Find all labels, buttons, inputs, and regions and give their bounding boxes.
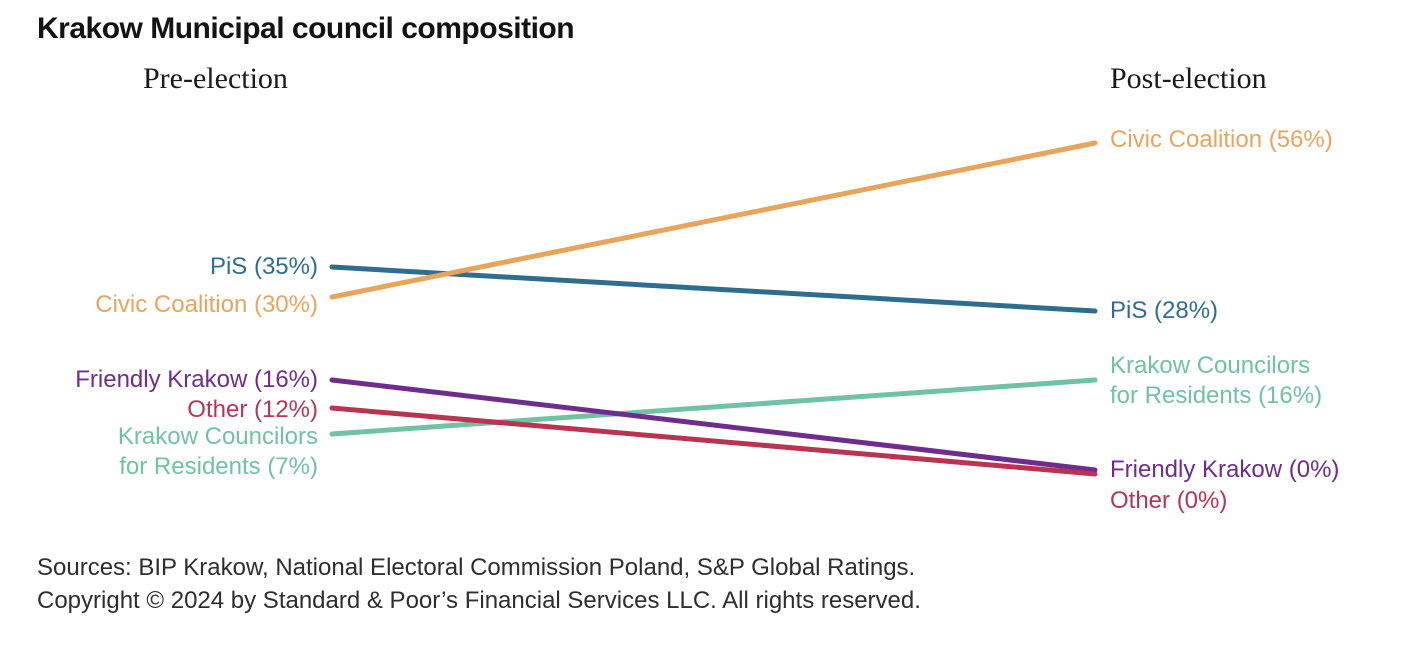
footer: Sources: BIP Krakow, National Electoral … — [37, 551, 921, 617]
slope-line-pis — [329, 264, 1098, 314]
pre-label-civic: Civic Coalition (30%) — [95, 291, 318, 318]
pre-label-pis: PiS (35%) — [209, 253, 318, 280]
post-label-friendly: Friendly Krakow (0%) — [1110, 456, 1340, 483]
pre-election-header: Pre-election — [143, 62, 288, 95]
post-label-other: Other (0%) — [1110, 487, 1228, 514]
pre-label-kcr: Krakow Councilors for Residents (7%) — [117, 423, 318, 480]
post-election-header: Post-election — [1110, 62, 1267, 95]
slope-line-kcr — [329, 377, 1098, 437]
pre-label-other: Other (12%) — [187, 396, 318, 423]
chart-title: Krakow Municipal council composition — [37, 12, 575, 45]
pre-label-friendly: Friendly Krakow (16%) — [75, 366, 318, 393]
copyright-line: Copyright © 2024 by Standard & Poor’s Fi… — [37, 587, 921, 614]
post-label-pis: PiS (28%) — [1110, 297, 1219, 324]
post-label-kcr: Krakow Councilors for Residents (16%) — [1110, 352, 1323, 409]
slope-line-friendly — [329, 377, 1098, 473]
slope-line-civic — [329, 140, 1098, 300]
sources-line: Sources: BIP Krakow, National Electoral … — [37, 554, 916, 581]
post-label-civic: Civic Coalition (56%) — [1110, 126, 1333, 153]
slope-line-other — [329, 405, 1098, 477]
